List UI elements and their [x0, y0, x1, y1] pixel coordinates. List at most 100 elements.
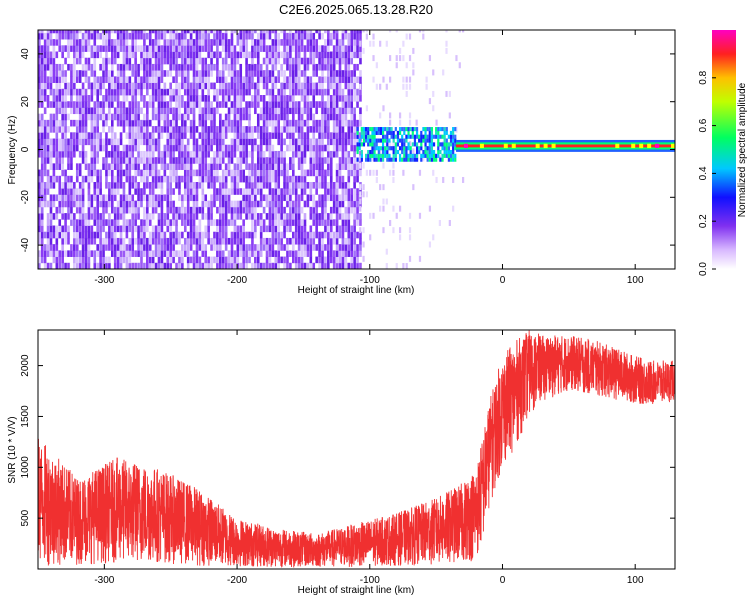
heatmap-cell [265, 113, 269, 121]
heatmap-cell [277, 213, 281, 220]
heatmap-cell [294, 63, 298, 71]
heatmap-cell [227, 126, 231, 133]
heatmap-cell [219, 82, 222, 90]
heatmap-cell [315, 82, 318, 90]
heatmap-cell [344, 194, 348, 202]
heatmap-cell [146, 32, 149, 40]
heatmap-cell [157, 169, 161, 177]
heatmap-cell [125, 119, 129, 127]
heatmap-cell [335, 82, 339, 90]
heatmap-cell [108, 95, 111, 102]
heatmap-cell [303, 51, 307, 59]
heatmap-cell [183, 126, 187, 133]
heatmap-cell [87, 262, 91, 269]
heatmap-cell [335, 57, 339, 65]
heatmap-cell [93, 213, 97, 220]
heatmap-cell [415, 149, 419, 155]
heatmap-cell [242, 244, 245, 251]
heatmap-cell [294, 206, 298, 214]
heatmap-cell [55, 150, 59, 158]
heatmap-cell [224, 237, 228, 245]
heatmap-cell [360, 130, 363, 135]
heatmap-cell [169, 101, 172, 108]
heatmap-cell [143, 231, 146, 239]
heatmap-cell [38, 231, 41, 239]
heatmap-cell [46, 30, 50, 34]
heatmap-cell [239, 213, 243, 220]
heatmap-cell [160, 213, 164, 220]
heatmap-cell [268, 163, 272, 170]
heatmap-cell [148, 244, 152, 251]
heatmap-cell [99, 169, 102, 177]
heatmap-cell [38, 57, 41, 65]
heatmap-cell [300, 256, 304, 264]
heatmap-cell [454, 153, 457, 158]
heatmap-cell [341, 126, 345, 133]
heatmap-cell [356, 250, 359, 257]
heatmap-cell [262, 244, 266, 251]
heatmap-cell [353, 262, 356, 269]
heatmap-cell [309, 237, 313, 245]
heatmap-cell [210, 219, 213, 226]
heatmap-cell [189, 88, 193, 96]
heatmap-cell [113, 163, 117, 170]
heatmap-cell [321, 219, 324, 226]
heatmap-cell [172, 256, 175, 264]
heatmap-cell [245, 231, 248, 239]
heatmap-cell [198, 163, 202, 170]
heatmap-cell [230, 250, 234, 257]
heatmap-cell [198, 206, 202, 214]
heatmap-cell [64, 175, 67, 183]
heatmap-cell [96, 219, 99, 226]
heatmap-cell [210, 51, 213, 59]
heatmap-cell [373, 153, 376, 158]
heatmap-cell [40, 126, 44, 133]
heatmap-cell [90, 32, 94, 40]
heatmap-cell [148, 144, 152, 152]
heatmap-cell [166, 30, 170, 34]
heatmap-cell [134, 138, 137, 146]
heatmap-cell [122, 101, 126, 108]
heatmap-cell [230, 244, 234, 251]
heatmap-cell [321, 250, 324, 257]
heatmap-cell [315, 119, 318, 127]
heatmap-cell [300, 219, 304, 226]
heatmap-cell [329, 169, 333, 177]
heatmap-cell [172, 237, 175, 245]
heatmap-cell [93, 113, 97, 121]
heatmap-cell [312, 163, 316, 170]
heatmap-cell [102, 76, 105, 83]
heatmap-cell [297, 107, 301, 115]
heatmap-cell [160, 163, 164, 170]
heatmap-cell [321, 206, 324, 214]
heatmap-cell [183, 39, 187, 46]
heatmap-cell [251, 57, 254, 65]
heatmap-cell [146, 126, 149, 133]
heatmap-cell [110, 144, 114, 152]
heatmap-cell [119, 150, 123, 158]
heatmap-cell [315, 150, 318, 158]
heatmap-cell [227, 88, 231, 96]
heatmap-cell [353, 107, 356, 115]
heatmap-cell [426, 153, 429, 158]
heatmap-cell [256, 119, 260, 127]
heatmap-cell [286, 76, 289, 83]
heatmap-cell [99, 113, 102, 121]
colorbar-tick-label: 0.8 [698, 70, 709, 84]
heatmap-cell [46, 51, 50, 59]
heatmap-cell [55, 194, 59, 202]
heatmap-cell [189, 39, 193, 46]
heatmap-cell [356, 256, 359, 264]
heatmap-cell [239, 157, 243, 164]
heatmap-cell [201, 163, 205, 170]
heatmap-cell [221, 63, 225, 71]
heatmap-cell [297, 132, 301, 139]
heatmap-cell [254, 262, 257, 269]
heatmap-cell [395, 263, 398, 269]
heatmap-cell [131, 119, 135, 127]
heatmap-cell [396, 142, 400, 147]
heatmap-cell [128, 163, 132, 170]
heatmap-cell [248, 138, 251, 146]
snr-x-tick-label: 0 [500, 575, 506, 586]
